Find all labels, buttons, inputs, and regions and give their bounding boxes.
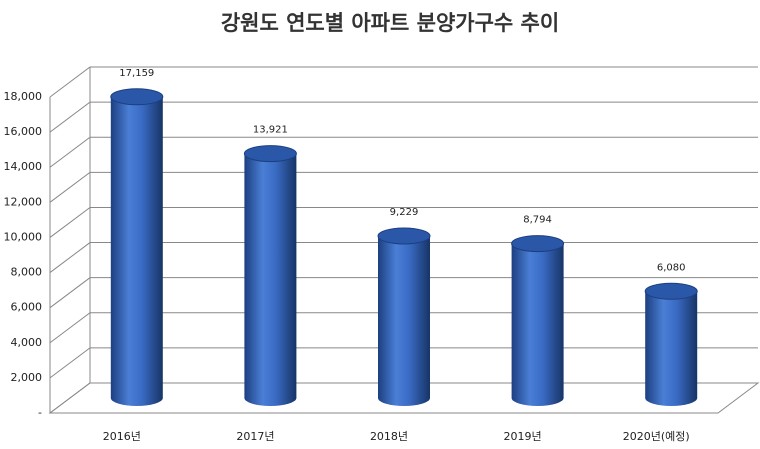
grid-line [49, 171, 758, 203]
y-tick-label: 10,000 [4, 230, 43, 243]
bar [511, 243, 564, 406]
x-tick-label: 2019년 [504, 430, 542, 443]
grid-line [49, 136, 758, 168]
value-label: 8,794 [523, 215, 552, 226]
grid-line [49, 101, 758, 133]
x-tick-label: 2017년 [236, 430, 274, 443]
bar-top [110, 88, 164, 106]
y-tick-label: 16,000 [4, 125, 43, 138]
y-tick-label: 12,000 [4, 195, 43, 208]
x-tick-label: 2016년 [103, 430, 141, 443]
value-label: 6,080 [657, 262, 686, 273]
y-tick-label: - [38, 406, 42, 419]
bar-top [243, 145, 297, 163]
x-tick-label: 2018년 [370, 430, 408, 443]
y-tick-label: 2,000 [11, 371, 43, 384]
chart-title: 강원도 연도별 아파트 분양가구수 추이 [221, 11, 559, 35]
bar [244, 153, 297, 406]
y-tick-label: 8,000 [11, 266, 43, 279]
y-tick-label: 6,000 [11, 301, 43, 314]
bar-top [511, 235, 565, 253]
y-tick-label: 14,000 [4, 160, 43, 173]
y-tick-label: 4,000 [11, 336, 43, 349]
value-label: 9,229 [390, 207, 419, 218]
y-tick-label: 18,000 [4, 90, 43, 103]
bar [645, 291, 698, 406]
x-tick-label: 2020년(예정) [623, 430, 690, 443]
value-label: 17,159 [119, 68, 154, 79]
grid-line [49, 66, 758, 98]
bar-top [377, 227, 431, 245]
value-label: 13,921 [253, 125, 288, 136]
bar-top [644, 282, 698, 300]
bar [378, 235, 430, 406]
bar [110, 96, 163, 406]
grid-line [49, 206, 758, 238]
